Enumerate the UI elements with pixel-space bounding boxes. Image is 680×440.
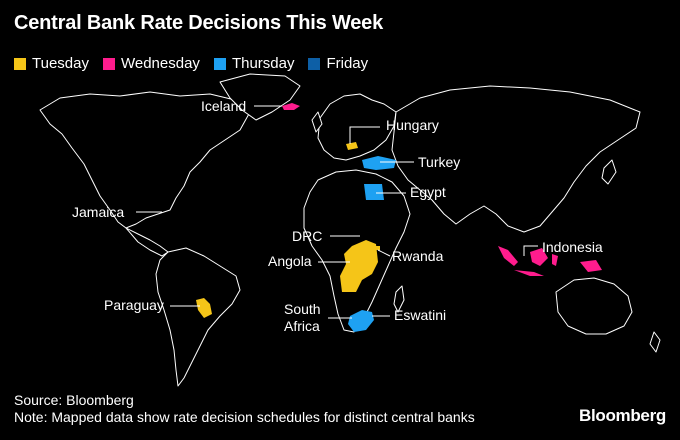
egypt-shape — [364, 184, 384, 200]
south-africa-shape — [348, 310, 374, 332]
label-hungary: Hungary — [386, 117, 439, 133]
highlighted-countries — [196, 103, 602, 332]
turkey-shape — [362, 156, 396, 170]
label-angola: Angola — [268, 253, 312, 269]
chart-title: Central Bank Rate Decisions This Week — [14, 12, 384, 34]
indonesia-shape-papua — [580, 260, 602, 272]
leader-rwanda — [377, 249, 391, 257]
legend-label-tuesday: Tuesday — [32, 55, 89, 72]
legend-swatch-thursday — [213, 57, 226, 70]
australia-outline — [555, 277, 633, 335]
label-paraguay: Paraguay — [104, 297, 164, 313]
central-america-outline — [125, 227, 169, 257]
legend-swatch-friday — [308, 57, 321, 70]
legend: Tuesday Wednesday Thursday Friday — [14, 55, 368, 72]
source-text: Source: Bloomberg — [14, 392, 134, 408]
hungary-shape — [346, 142, 358, 150]
legend-swatch-tuesday — [14, 57, 26, 70]
leader-indonesia — [523, 245, 538, 256]
indonesia-shape-sumatra — [498, 246, 518, 266]
legend-item-tuesday: Tuesday — [14, 55, 89, 72]
footer-notes: Source: Bloomberg Note: Mapped data show… — [14, 392, 475, 426]
drc-angola-shape — [340, 240, 378, 292]
leader-lines — [136, 105, 538, 319]
iceland-shape — [282, 103, 300, 110]
leader-hungary — [349, 126, 380, 144]
label-south-africa-line1: South — [284, 301, 321, 317]
madagascar-outline — [393, 285, 405, 313]
label-jamaica: Jamaica — [72, 204, 125, 220]
indonesia-shape-borneo — [530, 248, 548, 266]
new-zealand-outline — [649, 331, 661, 353]
north-america-outline — [39, 91, 251, 229]
legend-item-friday: Friday — [308, 55, 368, 72]
indonesia-shape-java — [514, 270, 544, 276]
rwanda-shape — [376, 246, 380, 250]
label-egypt: Egypt — [410, 184, 446, 200]
continents — [39, 73, 661, 387]
label-iceland: Iceland — [201, 98, 247, 114]
label-drc: DRC — [292, 228, 323, 244]
paraguay-shape — [196, 298, 212, 318]
asia-outline — [391, 85, 641, 233]
label-turkey: Turkey — [418, 154, 461, 170]
south-america-outline — [155, 247, 241, 387]
eswatini-shape — [368, 314, 372, 318]
label-rwanda: Rwanda — [392, 248, 444, 264]
legend-label-thursday: Thursday — [231, 55, 295, 72]
legend-swatch-wednesday — [102, 57, 115, 70]
legend-item-wednesday: Wednesday — [102, 55, 200, 72]
japan-outline — [601, 159, 617, 185]
legend-item-thursday: Thursday — [213, 55, 295, 72]
label-indonesia: Indonesia — [542, 239, 603, 255]
indonesia-shape-sulawesi — [552, 254, 558, 266]
legend-label-friday: Friday — [326, 55, 369, 72]
label-eswatini: Eswatini — [394, 307, 447, 323]
bloomberg-logo: Bloomberg — [578, 406, 666, 425]
note-text: Note: Mapped data show rate decision sch… — [14, 409, 475, 425]
uk-outline — [311, 111, 323, 133]
legend-label-wednesday: Wednesday — [120, 55, 200, 72]
label-south-africa-line2: Africa — [284, 318, 320, 334]
